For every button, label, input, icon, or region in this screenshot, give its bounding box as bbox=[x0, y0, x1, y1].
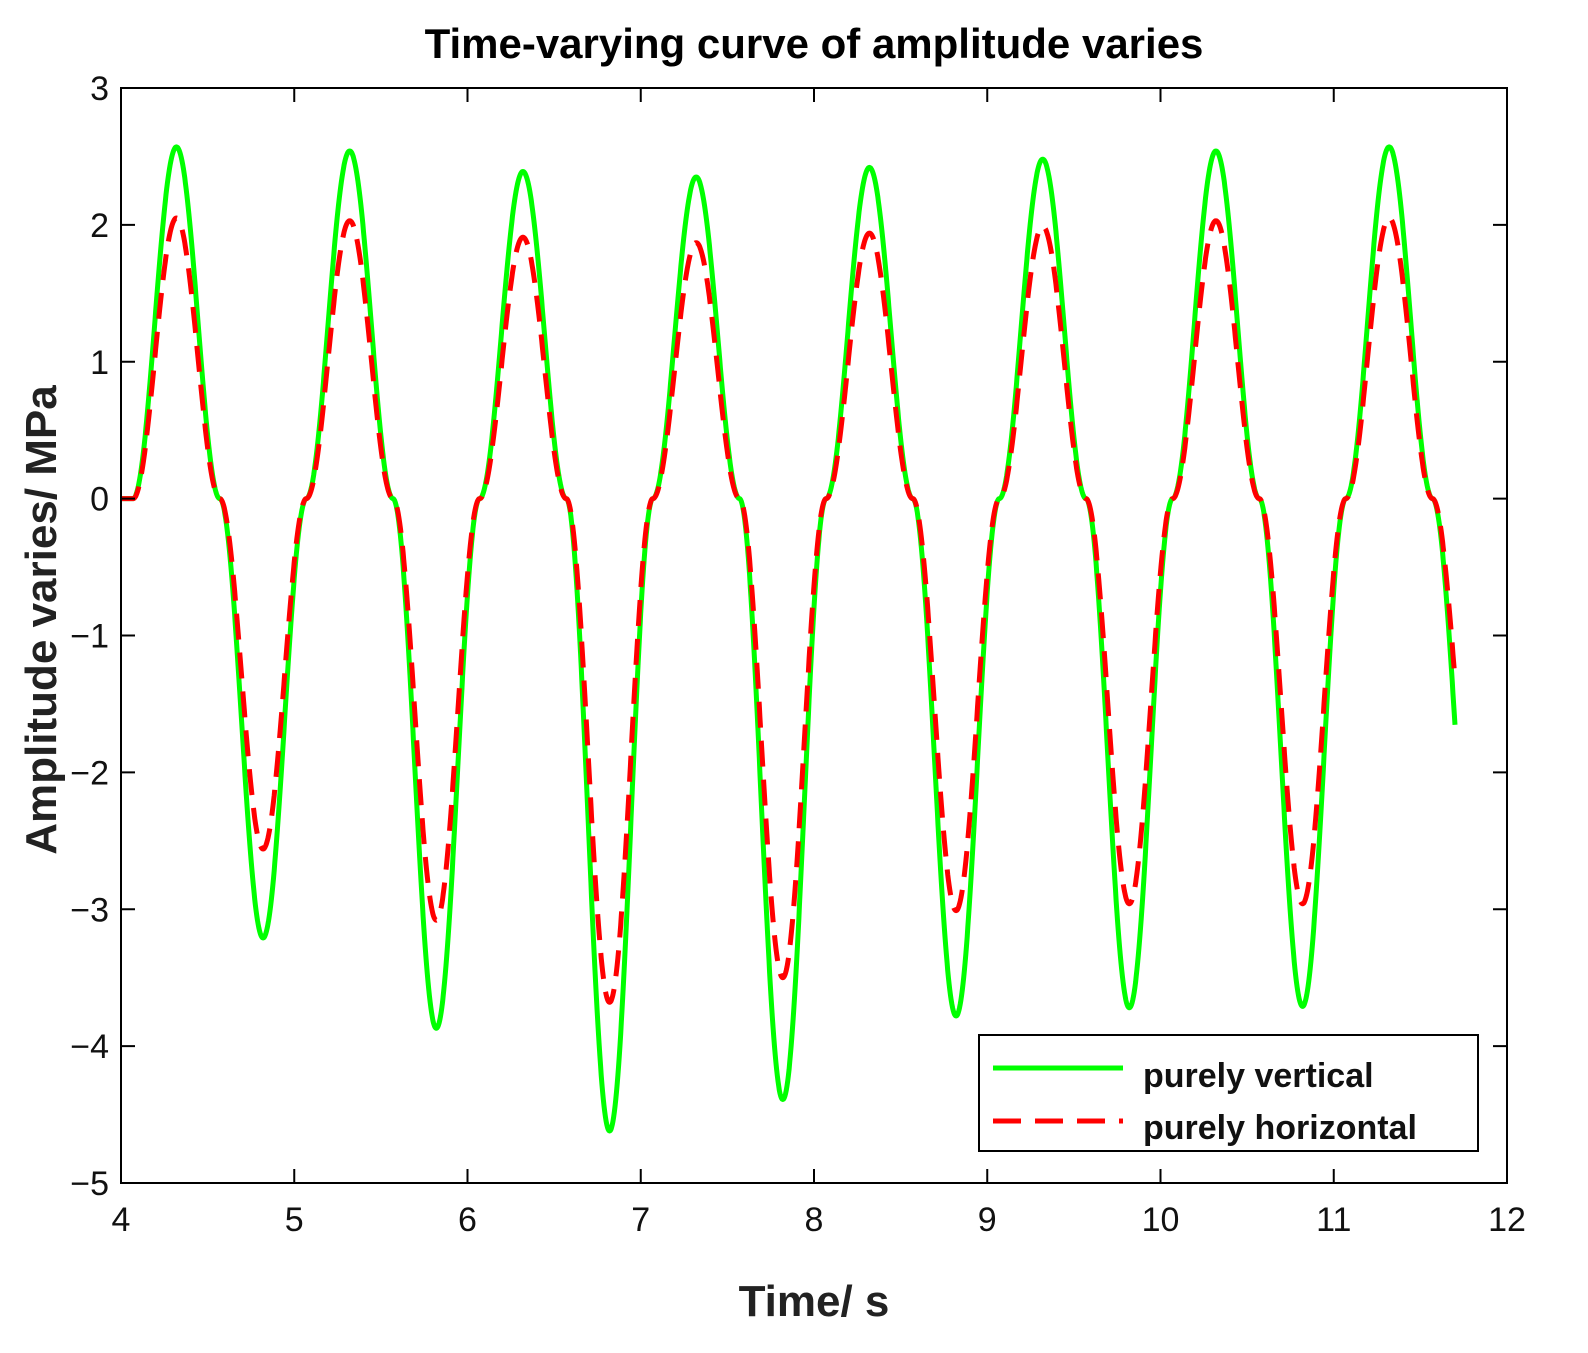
y-tick-label: −4 bbox=[70, 1028, 109, 1066]
y-tick-label: 0 bbox=[90, 481, 109, 519]
x-tick-label: 7 bbox=[631, 1201, 650, 1239]
series-line-purely-vertical bbox=[119, 144, 1458, 1134]
y-tick-label: 1 bbox=[90, 344, 109, 382]
series-line-purely-horizontal bbox=[119, 215, 1458, 1005]
legend: purely vertical purely horizontal bbox=[978, 1034, 1479, 1152]
y-tick-label: 2 bbox=[90, 207, 109, 245]
x-axis-label: Time/ s bbox=[739, 1277, 890, 1326]
x-tick-label: 10 bbox=[1142, 1201, 1180, 1239]
y-tick-label: −1 bbox=[70, 618, 109, 656]
x-tick-label: 11 bbox=[1316, 1201, 1351, 1239]
x-tick-label: 9 bbox=[978, 1201, 997, 1239]
legend-label-purely-vertical: purely vertical bbox=[1143, 1057, 1374, 1095]
legend-box bbox=[978, 1034, 1479, 1152]
chart-title: Time-varying curve of amplitude varies bbox=[425, 20, 1204, 67]
x-tick-label: 12 bbox=[1488, 1201, 1526, 1239]
x-tick-label: 5 bbox=[285, 1201, 304, 1239]
x-tick-label: 4 bbox=[112, 1201, 131, 1239]
y-tick-label: 3 bbox=[90, 70, 109, 108]
x-tick-label: 6 bbox=[458, 1201, 477, 1239]
x-tick-label: 8 bbox=[805, 1201, 824, 1239]
y-tick-label: −2 bbox=[70, 754, 109, 792]
legend-label-purely-horizontal: purely horizontal bbox=[1143, 1109, 1417, 1147]
y-tick-label: −5 bbox=[70, 1165, 109, 1203]
y-axis-label: Amplitude varies/ MPa bbox=[17, 385, 66, 855]
y-tick-label: −3 bbox=[70, 891, 109, 929]
